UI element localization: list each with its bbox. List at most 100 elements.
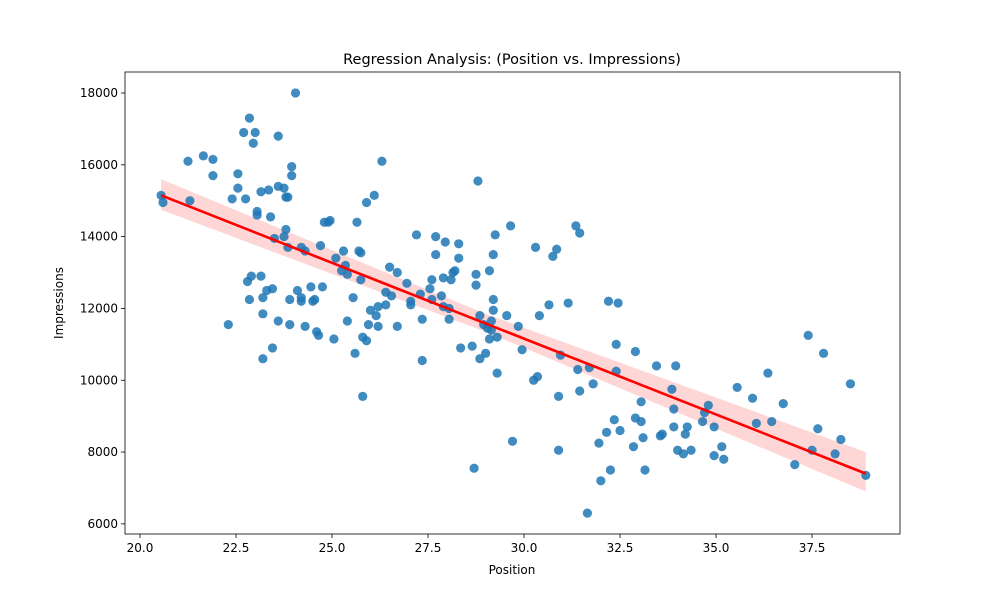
- data-point: [671, 361, 681, 371]
- data-point: [709, 451, 719, 461]
- data-point: [505, 221, 516, 231]
- data-point: [484, 334, 495, 344]
- data-point: [402, 278, 412, 288]
- y-tick-label: 10000: [80, 373, 118, 387]
- data-point: [208, 170, 218, 181]
- data-point: [365, 305, 376, 315]
- data-point: [575, 386, 585, 396]
- data-point: [471, 269, 481, 279]
- data-point: [361, 336, 372, 346]
- y-tick-label: 18000: [80, 86, 118, 100]
- data-point: [552, 244, 562, 254]
- data-point: [281, 224, 291, 235]
- data-point: [385, 262, 395, 272]
- data-point: [481, 348, 491, 358]
- data-point: [348, 293, 358, 303]
- data-point: [342, 269, 352, 279]
- y-tick-label: 6000: [87, 517, 118, 531]
- data-point: [532, 372, 543, 382]
- data-point: [613, 298, 623, 308]
- data-point: [350, 348, 360, 358]
- data-point: [440, 237, 450, 247]
- data-point: [248, 138, 258, 148]
- data-point: [239, 127, 249, 138]
- data-point: [615, 425, 625, 436]
- data-point: [208, 154, 218, 165]
- data-point: [571, 221, 581, 231]
- data-point: [513, 321, 523, 331]
- data-point: [267, 284, 278, 294]
- data-point: [290, 88, 301, 98]
- data-point: [279, 232, 289, 242]
- data-point: [287, 162, 297, 172]
- data-point: [250, 127, 260, 138]
- data-point: [427, 275, 437, 285]
- data-point: [630, 346, 640, 357]
- data-point: [285, 294, 295, 305]
- data-point: [358, 391, 368, 402]
- data-point: [373, 321, 383, 331]
- data-point: [790, 460, 800, 470]
- data-point: [352, 217, 362, 227]
- data-point: [246, 271, 256, 281]
- data-point: [454, 253, 464, 263]
- y-tick-label: 16000: [80, 158, 118, 172]
- data-point: [803, 330, 813, 340]
- data-point: [657, 429, 667, 439]
- data-point: [265, 212, 276, 222]
- data-point: [273, 131, 283, 141]
- data-point: [640, 465, 650, 475]
- data-point: [338, 246, 349, 256]
- data-point: [386, 291, 397, 301]
- data-point: [703, 400, 713, 410]
- data-point: [813, 424, 823, 434]
- data-point: [300, 321, 310, 331]
- data-point: [636, 416, 646, 427]
- data-point: [667, 384, 677, 394]
- data-point: [450, 266, 460, 276]
- data-point: [417, 355, 427, 366]
- data-point: [836, 434, 846, 445]
- data-point: [638, 433, 648, 443]
- data-point: [287, 170, 297, 181]
- data-point: [444, 314, 454, 324]
- data-point: [747, 393, 758, 403]
- data-point: [438, 273, 448, 283]
- data-point: [296, 296, 306, 306]
- data-point: [273, 316, 283, 326]
- data-point: [256, 271, 266, 281]
- data-point: [356, 275, 366, 285]
- data-point: [582, 508, 592, 518]
- data-point: [446, 275, 456, 285]
- data-point: [233, 183, 243, 193]
- data-point: [369, 190, 379, 200]
- data-point: [475, 354, 485, 364]
- data-point: [256, 187, 266, 197]
- data-point: [601, 427, 612, 437]
- data-point: [310, 294, 320, 305]
- data-point: [507, 436, 518, 446]
- data-point: [411, 230, 422, 240]
- x-tick-label: 20.0: [127, 541, 154, 555]
- data-point: [830, 449, 840, 459]
- data-point: [709, 422, 719, 432]
- data-point: [490, 230, 500, 240]
- x-tick-label: 22.5: [223, 541, 250, 555]
- data-point: [492, 332, 502, 342]
- data-point: [845, 379, 856, 389]
- data-point: [488, 249, 498, 260]
- data-point: [475, 311, 485, 321]
- data-point: [669, 404, 679, 414]
- data-point: [233, 169, 243, 179]
- data-point: [244, 113, 255, 123]
- data-point: [778, 398, 788, 409]
- y-tick-label: 8000: [87, 445, 118, 459]
- data-point: [361, 197, 372, 208]
- x-tick-label: 32.5: [607, 541, 634, 555]
- y-axis-label: Impressions: [52, 267, 66, 339]
- data-point: [325, 215, 335, 226]
- data-point: [317, 282, 327, 292]
- data-point: [651, 361, 662, 371]
- data-point: [315, 241, 326, 251]
- data-point: [356, 248, 366, 258]
